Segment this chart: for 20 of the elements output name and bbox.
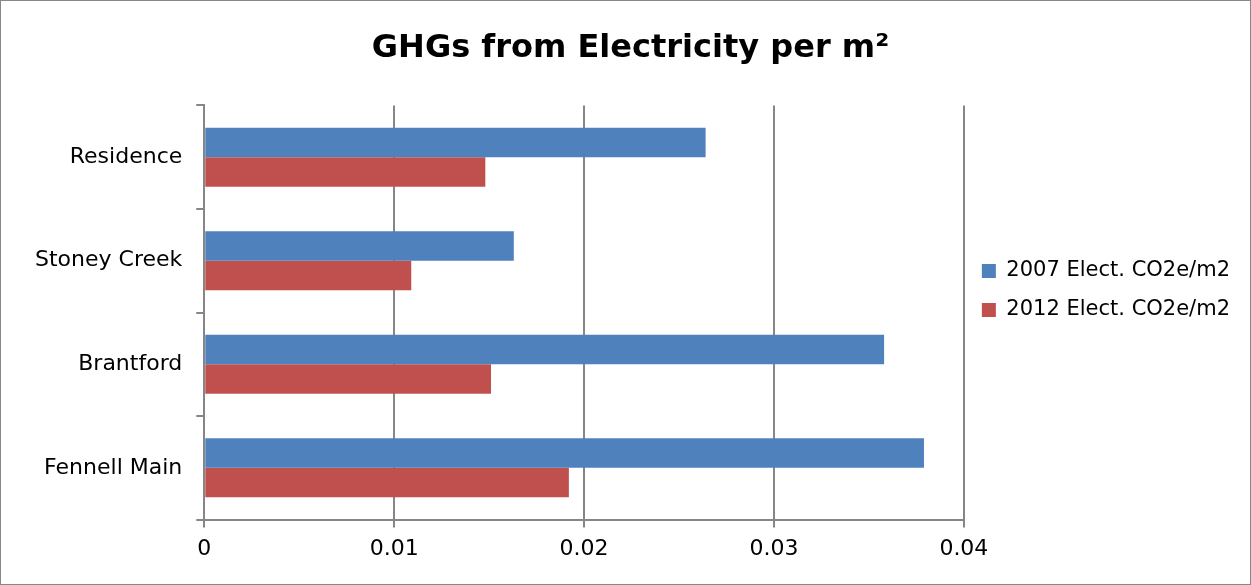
y-tick-label: Brantford <box>78 349 183 375</box>
bar <box>205 334 885 365</box>
x-tick-label: 0.04 <box>939 534 989 560</box>
y-tick-label: Stoney Creek <box>34 246 183 272</box>
bar <box>205 260 412 291</box>
y-tick-label: Fennell Main <box>44 453 183 479</box>
bar <box>205 364 492 394</box>
bar <box>205 157 486 187</box>
legend-label: 2012 Elect. CO2e/m2 <box>1006 296 1230 321</box>
bar <box>205 467 569 498</box>
y-tick-label: Residence <box>69 142 183 168</box>
bar <box>205 231 514 261</box>
x-tick-label: 0.01 <box>369 534 419 560</box>
chart-title: GHGs from Electricity per m² <box>371 26 890 65</box>
bar <box>205 438 924 468</box>
bar <box>205 127 706 158</box>
x-tick-label: 0 <box>197 534 212 560</box>
x-tick-label: 0.02 <box>559 534 609 560</box>
legend-label: 2007 Elect. CO2e/m2 <box>1006 257 1230 282</box>
x-tick-label: 0.03 <box>749 534 799 560</box>
